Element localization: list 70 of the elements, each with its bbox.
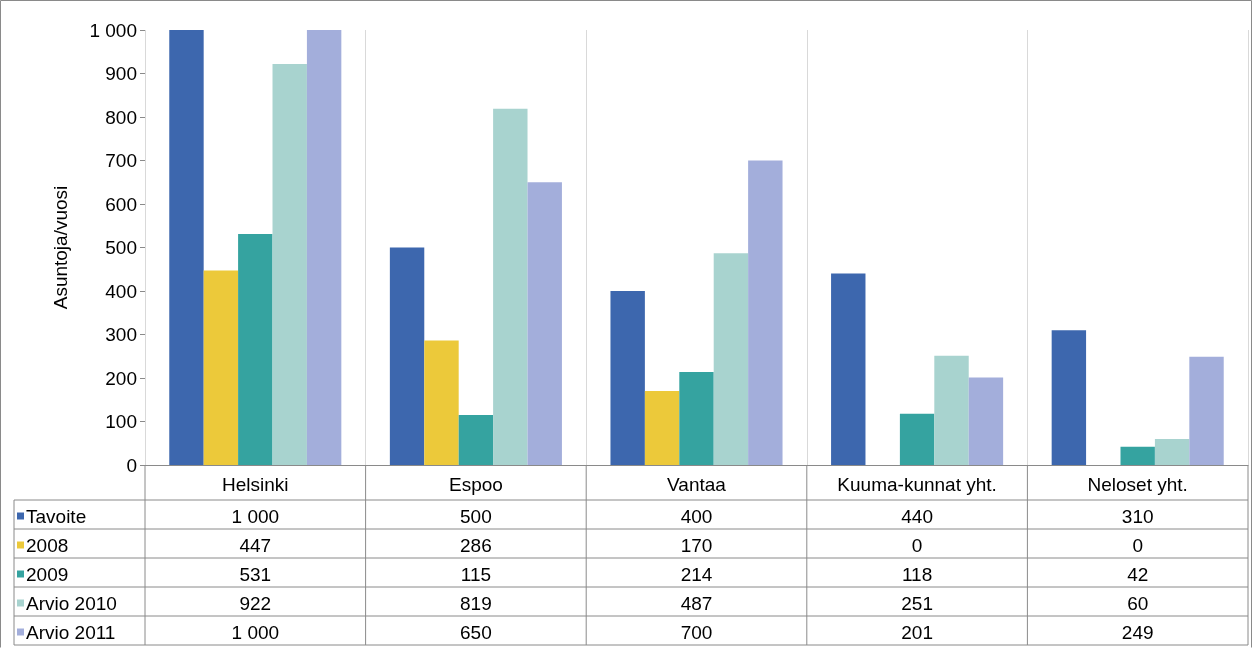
bar (679, 371, 714, 465)
y-tick-label: 1 000 (89, 19, 137, 41)
bar (1189, 356, 1224, 465)
bar (272, 63, 307, 465)
x-tick-label: Helsinki (222, 474, 289, 495)
data-label: 1 000 (231, 622, 280, 643)
bar (1154, 438, 1190, 465)
data-label: 447 (239, 535, 272, 556)
bar (389, 247, 425, 465)
y-tick-label: 400 (105, 280, 137, 302)
data-label: 115 (460, 564, 492, 585)
bar (610, 291, 645, 465)
data-label: 531 (239, 564, 272, 585)
data-label: 286 (460, 535, 492, 556)
bar (713, 253, 749, 465)
bar (1120, 446, 1155, 465)
y-axis-title: Asuntoja/vuosi (50, 185, 71, 310)
data-label: 214 (680, 564, 713, 585)
bar (831, 273, 866, 465)
data-label: 500 (460, 506, 492, 527)
x-tick-label: Vantaa (667, 474, 727, 495)
bar (644, 391, 680, 465)
data-label: 400 (680, 506, 713, 527)
data-label: 650 (460, 622, 492, 643)
data-label: 1 000 (231, 506, 280, 527)
y-tick-label: 500 (105, 237, 137, 258)
bar (238, 234, 273, 465)
bar (493, 108, 528, 465)
bar (203, 270, 239, 465)
legend-label: 2009 (26, 564, 69, 585)
y-tick-label: 700 (105, 150, 137, 171)
x-tick-label: Kuuma-kunnat yht. (837, 474, 997, 495)
x-tick-label: Neloset yht. (1087, 474, 1188, 495)
legend-label: Arvio 2011 (26, 622, 116, 643)
bar (458, 414, 494, 465)
data-label: 42 (1127, 564, 1149, 585)
bar (306, 30, 342, 465)
data-label: 170 (680, 535, 713, 556)
y-tick-label: 600 (105, 193, 137, 215)
bar (748, 160, 783, 465)
data-label: 700 (680, 622, 713, 643)
y-tick-label: 300 (105, 324, 137, 345)
y-tick-label: 0 (126, 454, 137, 476)
y-tick-label: 200 (105, 367, 137, 389)
data-label: 487 (680, 593, 713, 614)
bar (934, 355, 969, 465)
data-label: 0 (911, 535, 923, 556)
data-label: 118 (901, 564, 933, 585)
bar (169, 30, 204, 465)
bar (424, 340, 459, 465)
bar (1051, 330, 1087, 465)
data-label: 922 (239, 593, 272, 614)
data-label: 0 (1132, 535, 1143, 556)
data-label: 310 (1121, 506, 1154, 527)
data-label: 60 (1127, 593, 1149, 614)
legend-label: Arvio 2010 (26, 593, 117, 614)
y-tick-label: 800 (105, 106, 137, 128)
data-label: 251 (901, 593, 933, 614)
legend-label: 2008 (26, 535, 69, 556)
bar (527, 182, 562, 465)
bar (968, 377, 1004, 465)
data-label: 201 (901, 622, 933, 643)
data-label: 440 (901, 506, 933, 527)
legend-label: Tavoite (26, 506, 87, 527)
y-tick-label: 100 (105, 411, 137, 432)
data-label: 249 (1121, 622, 1154, 643)
x-tick-label: Espoo (448, 474, 503, 495)
data-label: 819 (460, 593, 492, 614)
y-tick-label: 900 (105, 63, 137, 84)
bar (899, 413, 935, 465)
